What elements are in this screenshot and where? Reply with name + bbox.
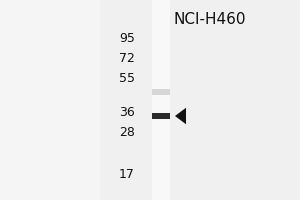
Polygon shape [175,108,186,124]
Bar [152,0,170,200]
Bar [0,0,100,200]
Text: 55: 55 [119,72,135,84]
Text: 28: 28 [119,127,135,140]
Text: 95: 95 [119,31,135,45]
Text: 36: 36 [119,106,135,118]
Text: NCI-H460: NCI-H460 [174,12,246,27]
Bar [152,89,170,95]
Bar [152,113,170,119]
Text: 72: 72 [119,51,135,64]
Text: 17: 17 [119,168,135,182]
Bar [100,0,300,200]
